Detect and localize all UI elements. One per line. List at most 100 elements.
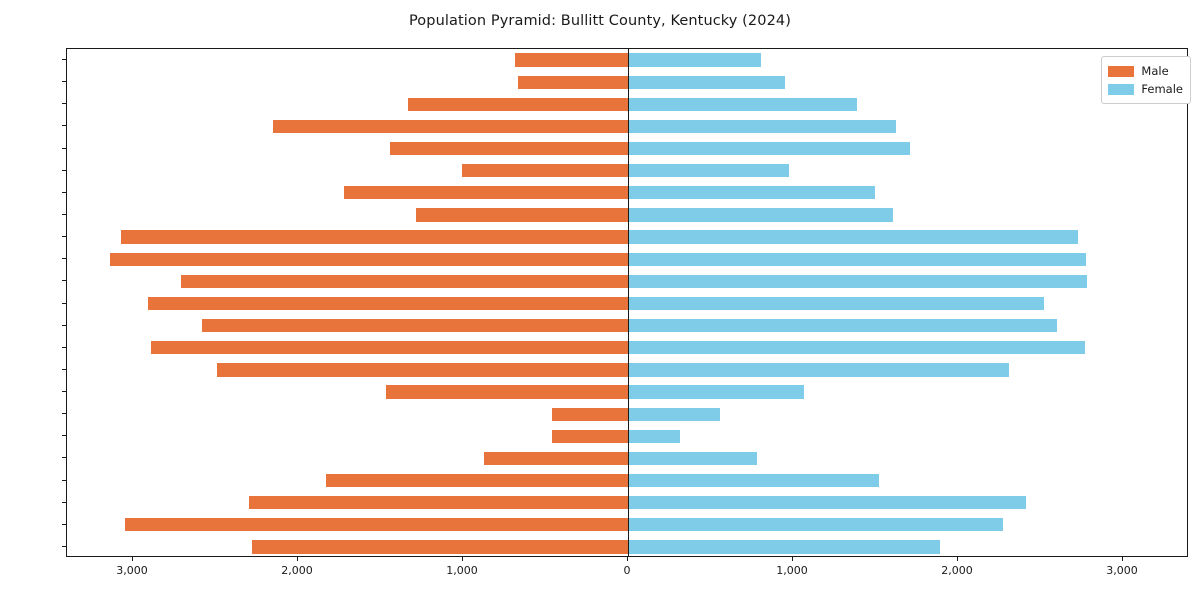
y-tick-mark bbox=[62, 324, 66, 326]
x-tick-label: 2,000 bbox=[281, 564, 313, 577]
y-tick-mark bbox=[62, 435, 66, 437]
x-tick-mark bbox=[792, 557, 793, 561]
bar-male bbox=[390, 141, 628, 156]
bar-male bbox=[461, 164, 628, 178]
bar-row bbox=[67, 473, 1187, 488]
bar-row bbox=[67, 518, 1187, 532]
x-axis: 3,000 2,000 1,000 0 1,000 2,000 3,000 bbox=[0, 557, 1200, 600]
y-tick-mark bbox=[62, 213, 66, 215]
bar-female bbox=[628, 164, 789, 178]
chart-legend: Male Female bbox=[1101, 56, 1191, 104]
bar-female bbox=[628, 186, 875, 200]
bar-male bbox=[407, 97, 628, 111]
bar-female bbox=[628, 252, 1086, 266]
bar-row bbox=[67, 230, 1187, 244]
bar-male bbox=[386, 385, 628, 399]
bar-row bbox=[67, 363, 1187, 377]
bar-female bbox=[628, 540, 940, 554]
y-tick-mark bbox=[62, 191, 66, 193]
legend-swatch-icon bbox=[1108, 65, 1135, 77]
bar-row bbox=[67, 164, 1187, 178]
bar-row bbox=[67, 540, 1187, 554]
x-tick-mark bbox=[462, 557, 463, 561]
chart-title: Population Pyramid: Bullitt County, Kent… bbox=[408, 13, 791, 29]
bar-female bbox=[628, 407, 721, 421]
bar-male bbox=[325, 473, 628, 488]
x-tick-label: 0 bbox=[623, 564, 631, 577]
y-tick-mark bbox=[62, 346, 66, 348]
x-tick-label: 3,000 bbox=[116, 564, 148, 577]
y-tick-mark bbox=[62, 258, 66, 260]
bar-female bbox=[628, 208, 893, 222]
y-tick-mark bbox=[62, 236, 66, 238]
x-tick-mark bbox=[297, 557, 298, 561]
y-tick-mark bbox=[62, 147, 66, 149]
y-tick-mark bbox=[62, 59, 66, 61]
x-tick-mark bbox=[957, 557, 958, 561]
bar-female bbox=[628, 496, 1026, 510]
x-tick-label: 1,000 bbox=[446, 564, 478, 577]
bar-male bbox=[124, 518, 628, 532]
bar-row bbox=[67, 53, 1187, 67]
zero-axis-line bbox=[628, 49, 629, 556]
bar-female bbox=[628, 119, 896, 134]
bar-row bbox=[67, 186, 1187, 200]
bar-male bbox=[121, 230, 628, 244]
bar-male bbox=[148, 296, 628, 311]
bar-row bbox=[67, 119, 1187, 134]
plot-area bbox=[66, 48, 1188, 557]
bar-row bbox=[67, 274, 1187, 288]
bar-male bbox=[181, 274, 628, 288]
bar-female bbox=[628, 53, 761, 67]
bar-row bbox=[67, 318, 1187, 333]
y-tick-mark bbox=[62, 368, 66, 370]
x-tick-label: 2,000 bbox=[941, 564, 973, 577]
bar-female bbox=[628, 141, 911, 156]
bar-male bbox=[343, 186, 628, 200]
bar-female bbox=[628, 75, 785, 89]
bar-male bbox=[517, 75, 628, 89]
bar-male bbox=[415, 208, 628, 222]
y-tick-mark bbox=[62, 169, 66, 171]
y-tick-mark bbox=[62, 391, 66, 393]
bar-row bbox=[67, 451, 1187, 466]
bar-female bbox=[628, 518, 1003, 532]
y-tick-mark bbox=[62, 280, 66, 282]
bar-male bbox=[551, 429, 628, 443]
bar-female bbox=[628, 363, 1010, 377]
bars-layer bbox=[67, 49, 1187, 556]
x-tick-mark bbox=[1122, 557, 1123, 561]
legend-entry-female[interactable]: Female bbox=[1108, 80, 1183, 98]
bar-female bbox=[628, 451, 758, 466]
bar-male bbox=[484, 451, 628, 466]
bar-row bbox=[67, 97, 1187, 111]
bar-row bbox=[67, 429, 1187, 443]
x-tick-mark bbox=[132, 557, 133, 561]
bar-female bbox=[628, 385, 804, 399]
y-tick-mark bbox=[62, 125, 66, 127]
x-tick-label: 3,000 bbox=[1106, 564, 1138, 577]
bar-female bbox=[628, 296, 1044, 311]
bar-row bbox=[67, 141, 1187, 156]
bar-male bbox=[249, 496, 628, 510]
y-tick-mark bbox=[62, 501, 66, 503]
legend-entry-male[interactable]: Male bbox=[1108, 62, 1183, 80]
x-tick-label: 1,000 bbox=[776, 564, 808, 577]
bar-row bbox=[67, 208, 1187, 222]
bar-male bbox=[201, 318, 628, 333]
bar-row bbox=[67, 252, 1187, 266]
bar-female bbox=[628, 97, 857, 111]
bar-row bbox=[67, 75, 1187, 89]
legend-label: Female bbox=[1141, 82, 1183, 96]
bar-male bbox=[252, 540, 628, 554]
y-tick-mark bbox=[62, 103, 66, 105]
bar-row bbox=[67, 341, 1187, 355]
bar-female bbox=[628, 274, 1087, 288]
bar-row bbox=[67, 407, 1187, 421]
bar-male bbox=[109, 252, 628, 266]
bar-male bbox=[151, 341, 628, 355]
bar-female bbox=[628, 473, 880, 488]
bar-row bbox=[67, 496, 1187, 510]
y-tick-mark bbox=[62, 81, 66, 83]
